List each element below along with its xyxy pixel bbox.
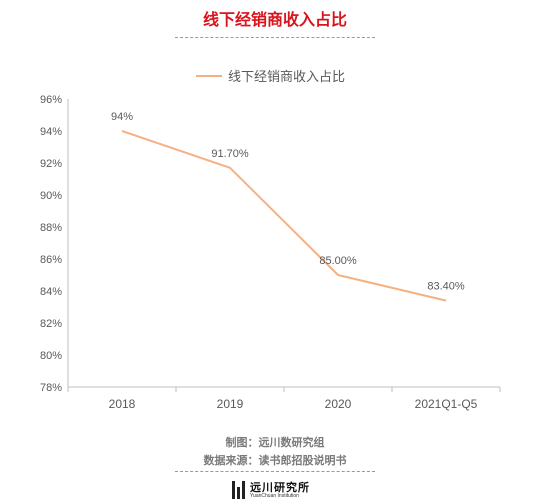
credit-maker: 制图：远川数研究组	[225, 436, 325, 449]
series-line	[121, 130, 447, 302]
y-tick-label: 86%	[40, 254, 62, 266]
logo-name-en: YuanChuan Institution	[250, 492, 299, 499]
x-tick-label: 2021Q1-Q5	[415, 397, 478, 411]
y-tick-label: 80%	[40, 350, 62, 362]
data-label: 91.70%	[211, 148, 249, 160]
credit-divider	[175, 471, 375, 472]
y-tick-label: 82%	[40, 318, 62, 330]
y-tick-label: 94%	[40, 126, 62, 138]
legend-label: 线下经销商收入占比	[228, 70, 345, 85]
logo: 远川研究所 YuanChuan Institution	[232, 479, 310, 501]
y-tick-label: 88%	[40, 222, 62, 234]
y-tick-label: 84%	[40, 286, 62, 298]
x-tick-label: 2019	[217, 397, 244, 411]
y-tick-label: 90%	[40, 190, 62, 202]
data-label: 85.00%	[319, 255, 357, 267]
logo-name: 远川研究所	[250, 480, 310, 494]
credit-source: 数据来源：读书郎招股说明书	[203, 454, 347, 467]
data-label: 83.40%	[427, 281, 465, 293]
title-divider	[175, 37, 375, 38]
x-tick-label: 2018	[109, 397, 136, 411]
line-chart: 线下经销商收入占比 78% 80% 82% 84% 86% 88% 90% 92% 94% 96% 2…	[40, 70, 501, 411]
y-tick-label: 96%	[40, 94, 62, 106]
data-label: 94%	[111, 111, 133, 123]
page-title: 线下经销商收入占比	[202, 10, 347, 29]
logo-mark-icon	[232, 481, 245, 499]
x-tick-label: 2020	[325, 397, 352, 411]
y-tick-label: 78%	[40, 382, 62, 394]
y-tick-label: 92%	[40, 158, 62, 170]
